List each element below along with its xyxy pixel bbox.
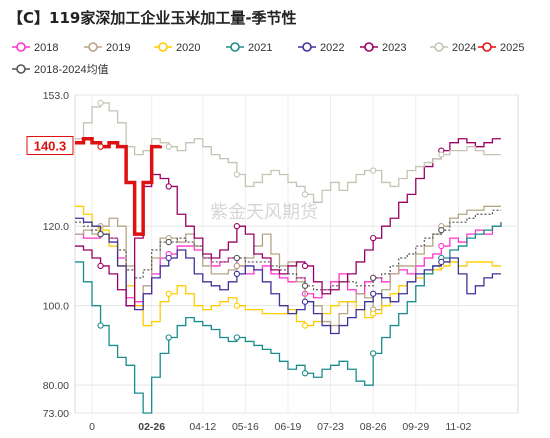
x-tick-label: 06-19 bbox=[275, 421, 302, 433]
series-marker bbox=[97, 230, 104, 238]
legend-item: 2022 bbox=[298, 42, 344, 54]
x-tick-label: 07-23 bbox=[317, 421, 344, 433]
series-marker bbox=[233, 302, 241, 309]
series-marker bbox=[233, 270, 241, 278]
series-marker bbox=[301, 282, 309, 289]
y-tick-label: 100.0 bbox=[43, 301, 69, 313]
series-marker bbox=[301, 370, 309, 377]
legend-item: 2020 bbox=[154, 42, 200, 54]
series-line-2018-2024- bbox=[75, 209, 501, 291]
series-marker bbox=[97, 262, 104, 270]
legend-label: 2024 bbox=[452, 42, 476, 54]
series-marker bbox=[438, 258, 445, 266]
y-tick-label: 153.0 bbox=[43, 90, 69, 102]
series-marker bbox=[370, 350, 377, 357]
legend: 2018 2019 2020 2021 2022 2023 2024 2025 2018-202… bbox=[12, 42, 524, 76]
series-line-2022 bbox=[75, 217, 501, 335]
legend-label: 2020 bbox=[176, 42, 200, 54]
x-tick-label: 02-26 bbox=[138, 421, 165, 433]
series-marker bbox=[97, 322, 104, 329]
series-marker bbox=[370, 167, 377, 174]
series-marker bbox=[370, 310, 377, 317]
series-marker bbox=[301, 262, 309, 270]
legend-swatch-marker bbox=[230, 42, 240, 52]
series-line-2024 bbox=[75, 102, 501, 203]
legend-swatch-marker bbox=[16, 42, 26, 52]
legend-swatch-marker bbox=[16, 64, 26, 74]
series-marker bbox=[301, 298, 309, 305]
legend-swatch-marker bbox=[482, 42, 492, 52]
legend-item: 2019 bbox=[84, 42, 130, 54]
series-marker bbox=[233, 223, 241, 230]
legend-label: 2021 bbox=[248, 42, 272, 54]
legend-label: 2019 bbox=[106, 42, 130, 54]
legend-item: 2018-2024均值 bbox=[12, 63, 109, 76]
series-marker bbox=[233, 262, 241, 270]
x-tick-label: 11-02 bbox=[445, 421, 471, 433]
legend-label: 2018 bbox=[34, 42, 58, 54]
legend-swatch-marker bbox=[158, 42, 168, 52]
series-line-2021 bbox=[75, 222, 502, 414]
series-marker bbox=[165, 290, 172, 297]
series-layer bbox=[75, 99, 502, 414]
legend-swatch-marker bbox=[434, 42, 444, 52]
legend-item: 2018 bbox=[12, 42, 58, 54]
legend-item: 2021 bbox=[226, 42, 272, 54]
legend-item: 2023 bbox=[360, 42, 406, 54]
series-marker bbox=[438, 151, 445, 158]
series-marker bbox=[370, 290, 377, 297]
x-tick-label: 09-29 bbox=[402, 421, 429, 433]
legend-swatch-marker bbox=[88, 42, 98, 52]
series-2024 bbox=[75, 99, 501, 203]
legend-label: 2018-2024均值 bbox=[34, 63, 109, 76]
series-marker bbox=[97, 143, 104, 150]
axes: 153.0 120.0 100.0 80.00 73.00 0 02-26 04-12 05-1… bbox=[26, 90, 472, 433]
series-marker bbox=[370, 234, 377, 242]
series-line-2025 bbox=[75, 136, 162, 236]
series-marker bbox=[165, 238, 172, 246]
x-tick-label: 05-16 bbox=[232, 421, 259, 433]
series-marker bbox=[438, 226, 445, 234]
series-marker bbox=[301, 191, 309, 198]
legend-item: 2024 bbox=[430, 42, 476, 54]
series-marker bbox=[438, 242, 445, 250]
series-2021 bbox=[75, 222, 502, 414]
series-marker bbox=[165, 254, 172, 262]
series-2025 bbox=[75, 136, 162, 236]
legend-item: 2025 bbox=[478, 42, 524, 54]
series-marker bbox=[370, 274, 377, 281]
legend-swatch-marker bbox=[364, 42, 374, 52]
current-value-label: 140.3 bbox=[34, 138, 67, 153]
legend-swatch-marker bbox=[302, 42, 312, 52]
legend-label: 2022 bbox=[320, 42, 344, 54]
legend-label: 2025 bbox=[500, 42, 524, 54]
current-value-box bbox=[26, 135, 74, 155]
series-marker bbox=[233, 254, 241, 262]
legend-label: 2023 bbox=[382, 42, 406, 54]
series-marker bbox=[233, 334, 241, 341]
x-tick-label: 0 bbox=[89, 421, 95, 433]
chart-title: 【C】119家深加工企业玉米加工量-季节性 bbox=[8, 9, 297, 27]
y-tick-label: 80.00 bbox=[43, 380, 69, 392]
series-marker bbox=[165, 183, 172, 190]
y-tick-label: 120.0 bbox=[43, 221, 69, 233]
series-marker bbox=[97, 99, 104, 107]
x-tick-label: 08-26 bbox=[360, 421, 387, 433]
series-2018-2024- bbox=[75, 209, 501, 291]
y-tick-label: 73.00 bbox=[43, 408, 69, 420]
series-marker bbox=[301, 322, 309, 329]
watermark: 紫金天风期货 bbox=[210, 202, 318, 222]
series-marker bbox=[233, 171, 241, 178]
x-tick-label: 04-12 bbox=[189, 421, 216, 433]
series-marker bbox=[165, 334, 172, 341]
series-marker bbox=[165, 143, 172, 150]
